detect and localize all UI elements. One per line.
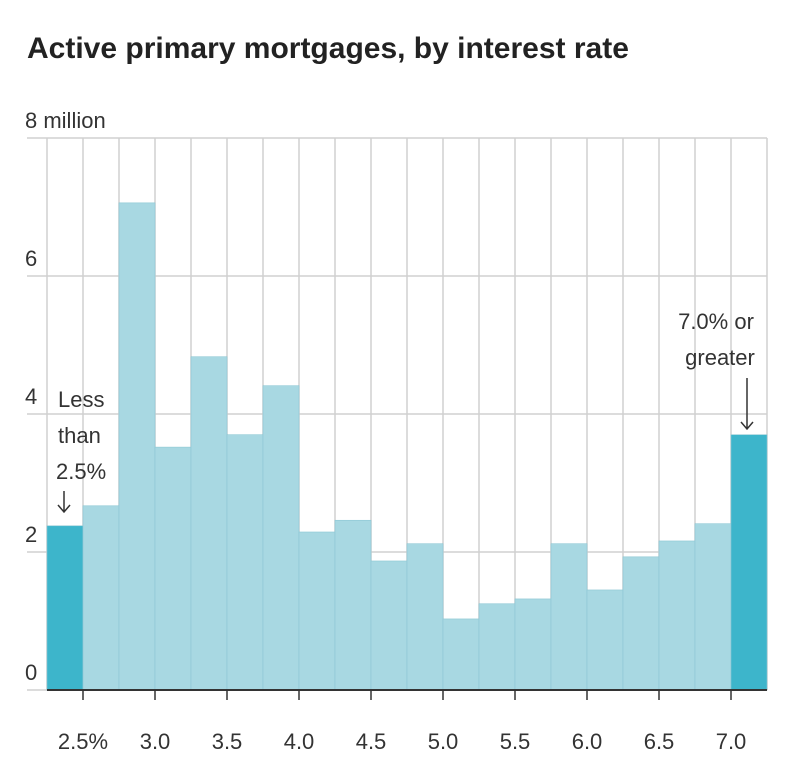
bar (226, 434, 264, 691)
x-tick-label: 4.0 (284, 729, 315, 754)
y-tick-label: 0 (25, 660, 37, 685)
bar (442, 618, 480, 691)
y-tick-label: 6 (25, 246, 37, 271)
x-tick-label: 5.0 (428, 729, 459, 754)
x-tick-label: 6.0 (572, 729, 603, 754)
x-tick-label: 2.5% (58, 729, 108, 754)
bar (406, 543, 444, 691)
y-tick-label: 2 (25, 522, 37, 547)
bar (730, 434, 768, 691)
y-tick-label: 4 (25, 384, 37, 409)
bar (334, 519, 372, 691)
bar (478, 603, 516, 691)
bar (190, 356, 228, 691)
bar (658, 540, 696, 691)
arrow (57, 491, 71, 514)
bars (46, 202, 768, 691)
annotation: 2.5% (56, 459, 106, 484)
bar (154, 446, 192, 691)
y-tick-label: 8 million (25, 108, 106, 133)
bar (694, 523, 732, 691)
bar (298, 531, 336, 691)
bar (262, 385, 300, 691)
bar (586, 589, 624, 691)
arrow (740, 378, 754, 431)
annotation: than (58, 423, 101, 448)
x-tick-label: 4.5 (356, 729, 387, 754)
bar (118, 202, 156, 691)
x-tick-label: 3.5 (212, 729, 243, 754)
bar (550, 543, 588, 691)
bar (82, 505, 120, 691)
annotation: Less (58, 387, 104, 412)
x-tick-label: 7.0 (716, 729, 747, 754)
bar (514, 598, 552, 691)
bar (46, 525, 84, 691)
bar (622, 556, 660, 691)
annotation: greater (685, 345, 755, 370)
x-tick-label: 6.5 (644, 729, 675, 754)
x-tick-label: 5.5 (500, 729, 531, 754)
x-tick-label: 3.0 (140, 729, 171, 754)
annotation: 7.0% or (678, 309, 754, 334)
axes: 0 2 4 6 8 million 2.5% 3.0 3.5 4.0 4.5 5.0 5.5 6.0 6.… (25, 108, 767, 754)
bar (370, 560, 408, 691)
chart-title: Active primary mortgages, by interest ra… (27, 32, 629, 65)
